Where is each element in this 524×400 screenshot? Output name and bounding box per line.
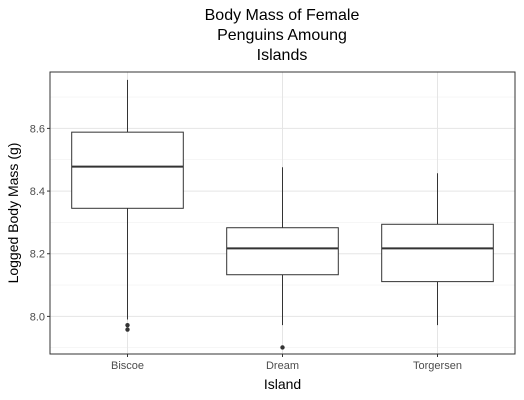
outlier-point xyxy=(280,345,285,350)
y-axis-title: Logged Body Mass (g) xyxy=(5,143,21,284)
box-iqr xyxy=(226,227,339,276)
box-torgersen xyxy=(381,173,494,326)
y-tick-label: 8.0 xyxy=(30,311,45,323)
box-biscoe xyxy=(71,79,184,332)
box-dream xyxy=(226,167,339,350)
y-tick-label: 8.4 xyxy=(30,186,45,198)
chart-title-line-1: Body Mass of Female xyxy=(204,7,360,24)
x-tick-label: Biscoe xyxy=(111,360,144,372)
box-iqr xyxy=(71,131,184,209)
outlier-point xyxy=(125,322,130,328)
box-series xyxy=(71,79,494,350)
x-tick-label: Dream xyxy=(266,360,299,372)
chart-title-line-3: Islands xyxy=(256,47,308,64)
x-axis-title: Island xyxy=(264,376,301,392)
x-axis: Biscoe Dream Torgersen xyxy=(111,354,462,372)
y-axis: 8.0 8.2 8.4 8.6 xyxy=(30,123,50,323)
y-tick-label: 8.2 xyxy=(30,249,45,261)
y-tick-label: 8.6 xyxy=(30,123,45,135)
box-iqr xyxy=(381,223,494,283)
x-tick-label: Torgersen xyxy=(413,360,462,372)
chart-title: Body Mass of Female Penguins Amoung Isla… xyxy=(0,6,524,66)
outlier-point xyxy=(125,327,130,332)
chart-title-line-2: Penguins Amoung xyxy=(217,27,347,44)
